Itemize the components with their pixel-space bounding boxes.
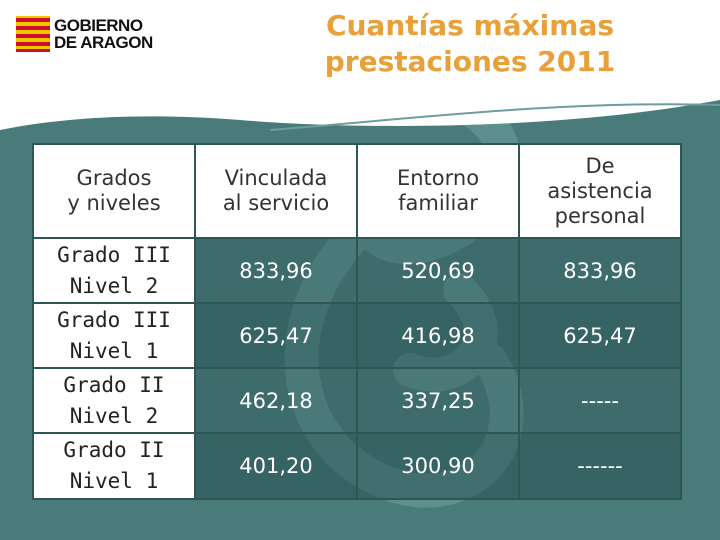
header-cell-grados: Grados y niveles bbox=[32, 143, 196, 239]
header-cell-asistencia: De asistencia personal bbox=[518, 143, 682, 239]
table-row: Grado III Nivel 2 833,96 520,69 833,96 bbox=[32, 237, 682, 304]
aragon-coat-of-arms-icon bbox=[16, 16, 50, 52]
table-header-row: Grados y niveles Vinculada al servicio E… bbox=[32, 143, 682, 239]
benefits-table: Grados y niveles Vinculada al servicio E… bbox=[32, 143, 682, 500]
value-cell: 401,20 bbox=[194, 432, 358, 500]
header-curve-decoration bbox=[0, 92, 720, 131]
logo-line-1: GOBIERNO bbox=[54, 16, 143, 35]
row-label: Grado III Nivel 1 bbox=[32, 302, 196, 369]
value-cell: 416,98 bbox=[356, 302, 520, 369]
value-cell: 337,25 bbox=[356, 367, 520, 434]
value-cell: 625,47 bbox=[518, 302, 682, 369]
value-cell: ----- bbox=[518, 367, 682, 434]
gobierno-aragon-logo: GOBIERNO DE ARAGON bbox=[16, 16, 166, 56]
logo-line-2: DE ARAGON bbox=[54, 33, 153, 52]
value-cell: 300,90 bbox=[356, 432, 520, 500]
header-band bbox=[0, 0, 720, 92]
row-label: Grado II Nivel 1 bbox=[32, 432, 196, 500]
header-cell-entorno: Entorno familiar bbox=[356, 143, 520, 239]
value-cell: ------ bbox=[518, 432, 682, 500]
value-cell: 625,47 bbox=[194, 302, 358, 369]
value-cell: 462,18 bbox=[194, 367, 358, 434]
header-cell-vinculada: Vinculada al servicio bbox=[194, 143, 358, 239]
value-cell: 520,69 bbox=[356, 237, 520, 304]
value-cell: 833,96 bbox=[518, 237, 682, 304]
table-row: Grado III Nivel 1 625,47 416,98 625,47 bbox=[32, 302, 682, 369]
title-line-2: prestaciones 2011 bbox=[324, 45, 616, 78]
value-cell: 833,96 bbox=[194, 237, 358, 304]
page-title: Cuantías máximas prestaciones 2011 bbox=[300, 8, 640, 80]
row-label: Grado III Nivel 2 bbox=[32, 237, 196, 304]
title-line-1: Cuantías máximas bbox=[325, 9, 615, 42]
table-row: Grado II Nivel 1 401,20 300,90 ------ bbox=[32, 432, 682, 500]
table-row: Grado II Nivel 2 462,18 337,25 ----- bbox=[32, 367, 682, 434]
row-label: Grado II Nivel 2 bbox=[32, 367, 196, 434]
